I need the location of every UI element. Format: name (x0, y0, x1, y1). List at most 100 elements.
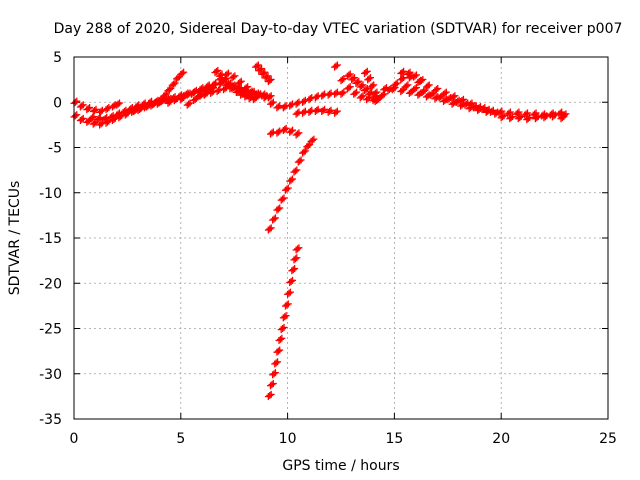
data-point (237, 77, 245, 85)
data-point (428, 90, 436, 98)
data-point (210, 81, 218, 89)
data-point (353, 88, 361, 96)
data-point (496, 108, 504, 116)
data-point (101, 115, 109, 123)
data-point (227, 84, 235, 92)
series-arc-v (401, 81, 489, 114)
chart-title: Day 288 of 2020, Sidereal Day-to-day VTE… (54, 21, 623, 37)
data-point (274, 347, 282, 355)
data-point (274, 103, 282, 111)
data-point (235, 84, 243, 92)
data-point (313, 93, 321, 101)
data-point (454, 97, 462, 105)
data-point (263, 73, 271, 81)
data-point (319, 106, 327, 114)
data-point (103, 105, 111, 113)
data-point (507, 114, 515, 122)
data-point (276, 204, 284, 212)
data-point (407, 73, 415, 81)
data-point (165, 98, 173, 106)
data-point (150, 99, 158, 107)
data-point (367, 74, 374, 82)
data-point (362, 68, 370, 76)
data-point (197, 85, 205, 93)
data-point (178, 69, 186, 77)
data-point (185, 90, 193, 98)
data-point (266, 93, 274, 101)
data-point (78, 102, 86, 110)
y-tick-label: 5 (53, 50, 62, 66)
data-point (161, 91, 169, 99)
data-point (202, 90, 210, 98)
data-point (256, 66, 264, 74)
data-point (534, 113, 542, 121)
data-point (455, 96, 463, 104)
data-point (364, 95, 372, 103)
data-points (70, 61, 570, 401)
data-point (294, 99, 302, 107)
data-point (472, 102, 480, 110)
data-point (514, 109, 522, 117)
data-point (524, 115, 532, 123)
data-point (349, 75, 357, 83)
data-point (279, 195, 287, 203)
data-point (287, 127, 295, 135)
data-point (420, 87, 428, 95)
data-point (398, 75, 406, 83)
data-point (167, 84, 175, 92)
data-point (304, 142, 312, 150)
data-point (186, 99, 194, 107)
data-point (236, 78, 244, 86)
y-tick-label: -15 (39, 231, 62, 247)
data-point (271, 214, 279, 222)
data-point (163, 90, 171, 98)
data-point (333, 107, 341, 115)
data-point (289, 266, 297, 274)
data-point (543, 112, 551, 120)
data-point (392, 80, 400, 88)
y-tick-label: -25 (39, 322, 62, 338)
plot-frame (73, 56, 609, 420)
data-point (270, 215, 278, 223)
data-point (267, 390, 275, 398)
data-point (191, 87, 199, 95)
data-point (269, 380, 277, 388)
data-point (374, 95, 382, 103)
data-point (412, 84, 420, 92)
data-point (522, 110, 530, 118)
series-arc-x (497, 111, 568, 124)
data-point (380, 90, 388, 98)
data-point (92, 105, 100, 113)
x-axis-label: GPS time / hours (282, 458, 399, 474)
data-point (266, 225, 274, 233)
data-point (114, 110, 122, 118)
data-point (86, 103, 94, 111)
data-point (332, 62, 340, 70)
data-point (462, 100, 470, 108)
y-tick-label: 0 (53, 95, 62, 111)
y-tick-label: -35 (39, 412, 62, 428)
data-point (541, 113, 549, 121)
data-point (295, 129, 303, 137)
data-point (383, 84, 391, 92)
y-tick-label: -20 (39, 276, 62, 292)
data-point (293, 254, 301, 262)
data-point (291, 265, 299, 273)
data-point (71, 112, 79, 120)
data-point (373, 88, 381, 96)
data-point (350, 74, 358, 82)
x-tick-label: 0 (70, 431, 79, 447)
data-point (365, 75, 373, 83)
data-point (108, 113, 116, 121)
data-point (178, 93, 186, 101)
data-point (313, 106, 321, 114)
data-point (533, 114, 541, 122)
data-point (251, 95, 259, 103)
data-point (340, 88, 348, 96)
data-point (381, 85, 389, 93)
data-point (333, 88, 341, 96)
data-point (266, 77, 274, 85)
data-point (400, 67, 408, 75)
series-arc-s (371, 68, 427, 106)
